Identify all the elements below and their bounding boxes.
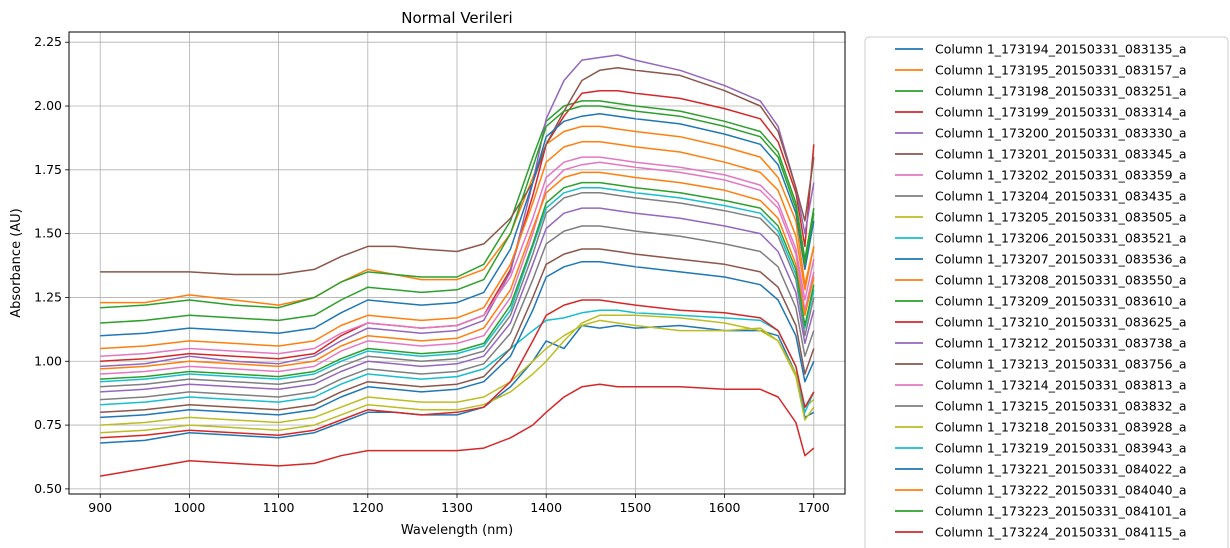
legend: Column 1_173194_20150331_083135_a Column …: [864, 36, 1229, 548]
series-line: [100, 383, 815, 477]
legend-entry: Column 1_173194_20150331_083135_a: [935, 42, 1187, 57]
series-line: [100, 89, 815, 363]
series-line: [100, 319, 815, 426]
y-tick-label: 1.00: [34, 353, 62, 368]
legend-entry: Column 1_173195_20150331_083157_a: [935, 63, 1187, 78]
legend-entry: Column 1_173213_20150331_083756_a: [935, 357, 1187, 372]
legend-entry: Column 1_173214_20150331_083813_a: [935, 378, 1187, 393]
legend-entry: Column 1_173215_20150331_083832_a: [935, 399, 1187, 414]
series-line: [100, 309, 815, 414]
series-line: [100, 186, 815, 383]
legend-entry: Column 1_173218_20150331_083928_a: [935, 420, 1187, 435]
legend-entry: Column 1_173199_20150331_083314_a: [935, 105, 1187, 120]
legend-entry: Column 1_173204_20150331_083435_a: [935, 189, 1187, 204]
legend-entry: Column 1_173212_20150331_083738_a: [935, 336, 1187, 351]
y-tick-label: 0.50: [34, 481, 62, 496]
y-tick-label: 0.75: [34, 417, 62, 432]
y-tick-label: 1.75: [34, 162, 62, 177]
legend-entry: Column 1_173209_20150331_083610_a: [935, 294, 1187, 309]
legend-entry: Column 1_173223_20150331_084101_a: [935, 504, 1187, 519]
legend-entry: Column 1_173200_20150331_083330_a: [935, 126, 1187, 141]
series-line: [100, 248, 815, 414]
legend-entry: Column 1_173198_20150331_083251_a: [935, 84, 1187, 99]
series-line: [100, 260, 815, 419]
series-line: [100, 314, 815, 434]
y-tick-label: 1.50: [34, 226, 62, 241]
legend-entry: Column 1_173207_20150331_083536_a: [935, 252, 1187, 267]
series-line: [100, 112, 815, 337]
series-line: [100, 141, 815, 350]
plot-lines: [100, 54, 815, 477]
x-tick-label: 900: [88, 500, 112, 515]
y-axis-label: Absorbance (AU): [9, 208, 24, 318]
y-tick-label: 1.25: [34, 289, 62, 304]
series-line: [100, 156, 815, 357]
legend-entry: Column 1_173222_20150331_084040_a: [935, 483, 1187, 498]
y-tick-label: 2.00: [34, 98, 62, 113]
axis-ticks: 900 1000 1100 1200 1300 1400 1500 1600 1700 0.50 0…: [34, 34, 830, 515]
series-line: [100, 225, 815, 401]
legend-entry: Column 1_173208_20150331_083550_a: [935, 273, 1187, 288]
legend-box: [864, 36, 1229, 548]
series-line: [100, 299, 815, 439]
x-tick-label: 1100: [263, 500, 295, 515]
series-line: [100, 192, 815, 388]
x-axis-label: Wavelength (nm): [401, 523, 513, 538]
x-tick-label: 1300: [441, 500, 473, 515]
x-tick-label: 1500: [619, 500, 651, 515]
series-line: [100, 161, 815, 375]
series-line: [100, 100, 815, 309]
legend-entry: Column 1_173206_20150331_083521_a: [935, 231, 1187, 246]
legend-entry: Column 1_173210_20150331_083625_a: [935, 315, 1187, 330]
x-tick-label: 1700: [798, 500, 830, 515]
x-tick-label: 1200: [352, 500, 384, 515]
legend-entry: Column 1_173202_20150331_083359_a: [935, 168, 1187, 183]
legend-entry: Column 1_173205_20150331_083505_a: [935, 210, 1187, 225]
series-line: [100, 171, 815, 370]
x-tick-label: 1600: [709, 500, 741, 515]
series-line: [100, 181, 815, 380]
grid: [69, 32, 845, 494]
x-tick-label: 1400: [530, 500, 562, 515]
legend-entry: Column 1_173224_20150331_084115_a: [935, 525, 1187, 540]
chart-title: Normal Verileri: [401, 9, 512, 27]
series-line: [100, 207, 815, 393]
legend-entry: Column 1_173221_20150331_084022_a: [935, 462, 1187, 477]
series-line: [100, 125, 815, 306]
x-tick-label: 1000: [174, 500, 206, 515]
y-tick-label: 2.25: [34, 34, 62, 49]
legend-entry: Column 1_173219_20150331_083943_a: [935, 441, 1187, 456]
legend-entry: Column 1_173201_20150331_083345_a: [935, 147, 1187, 162]
series-line: [100, 105, 815, 324]
